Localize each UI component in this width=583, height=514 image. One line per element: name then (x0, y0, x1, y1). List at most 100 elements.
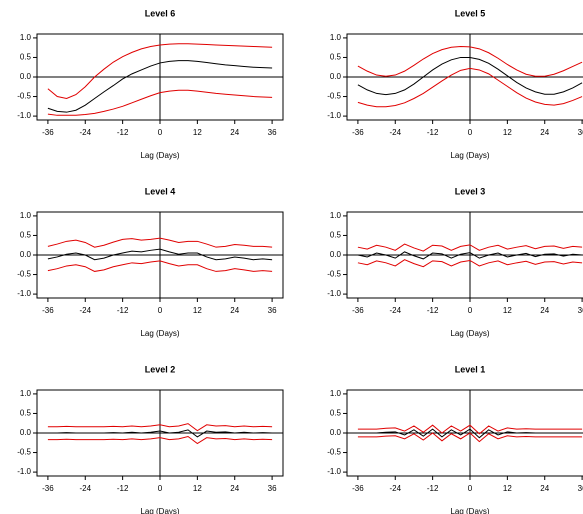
x-tick-label: 12 (503, 306, 512, 315)
y-tick-label: 0.5 (330, 409, 342, 418)
y-tick-label: -1.0 (327, 467, 341, 476)
x-tick-label: -12 (117, 306, 129, 315)
x-tick-label: 36 (578, 306, 583, 315)
y-tick-label: 0.5 (20, 409, 32, 418)
series-line (357, 67, 583, 108)
series-line (47, 429, 273, 438)
y-tick-label: 0.0 (20, 428, 32, 437)
x-tick-label: 0 (158, 306, 163, 315)
x-tick-label: 36 (268, 306, 277, 315)
x-tick-label: -12 (427, 128, 439, 137)
y-tick-label: 1.0 (330, 33, 342, 42)
x-tick-label: 0 (468, 306, 473, 315)
x-axis-label: Lag (Days) (140, 329, 179, 338)
x-tick-label: 0 (468, 484, 473, 493)
y-tick-label: 0.5 (330, 53, 342, 62)
y-tick-label: 0.0 (330, 72, 342, 81)
x-tick-label: 24 (230, 306, 239, 315)
x-tick-label: 12 (503, 128, 512, 137)
panel-title: Level 3 (455, 186, 486, 196)
y-tick-label: -1.0 (17, 467, 31, 476)
x-tick-label: 12 (193, 484, 202, 493)
y-tick-label: 0.0 (20, 250, 32, 259)
x-tick-label: 24 (230, 484, 239, 493)
x-tick-label: 12 (193, 128, 202, 137)
x-tick-label: 36 (578, 484, 583, 493)
x-tick-label: 24 (540, 484, 549, 493)
y-tick-label: 1.0 (20, 389, 32, 398)
x-tick-label: -36 (42, 128, 54, 137)
y-tick-label: -0.5 (327, 448, 341, 457)
series-line (357, 46, 583, 77)
x-tick-label: 0 (468, 128, 473, 137)
x-axis-label: Lag (Days) (450, 151, 489, 160)
panel-title: Level 1 (455, 364, 486, 374)
x-tick-label: 0 (158, 128, 163, 137)
x-tick-label: -24 (79, 128, 91, 137)
y-tick-label: -0.5 (327, 270, 341, 279)
series-line (47, 237, 273, 248)
x-tick-label: -24 (389, 484, 401, 493)
series-line (357, 432, 583, 443)
x-tick-label: 36 (268, 128, 277, 137)
x-axis-label: Lag (Days) (140, 507, 179, 514)
series-line (357, 428, 583, 439)
series-line (47, 248, 273, 261)
y-tick-label: -0.5 (17, 270, 31, 279)
x-axis-label: Lag (Days) (450, 329, 489, 338)
series-line (47, 43, 273, 100)
x-tick-label: -12 (427, 484, 439, 493)
y-tick-label: 0.0 (330, 250, 342, 259)
x-tick-label: 36 (268, 484, 277, 493)
x-tick-label: -12 (117, 484, 129, 493)
x-tick-label: -36 (352, 128, 364, 137)
x-tick-label: 24 (540, 128, 549, 137)
y-tick-label: 1.0 (20, 33, 32, 42)
y-tick-label: 0.0 (20, 72, 32, 81)
x-axis-label: Lag (Days) (140, 151, 179, 160)
x-tick-label: -24 (389, 128, 401, 137)
x-tick-label: -12 (427, 306, 439, 315)
y-tick-label: -0.5 (327, 92, 341, 101)
series-line (47, 260, 273, 272)
series-line (47, 423, 273, 432)
x-tick-label: -24 (389, 306, 401, 315)
y-tick-label: 0.5 (330, 231, 342, 240)
x-tick-label: -12 (117, 128, 129, 137)
x-tick-label: -24 (79, 484, 91, 493)
series-line (47, 60, 273, 113)
y-tick-label: 1.0 (330, 211, 342, 220)
series-line (47, 89, 273, 116)
series-line (357, 424, 583, 435)
x-tick-label: -36 (352, 306, 364, 315)
y-tick-label: -1.0 (17, 289, 31, 298)
x-tick-label: 12 (193, 306, 202, 315)
series-line (47, 435, 273, 445)
series-line (357, 243, 583, 252)
x-tick-label: 36 (578, 128, 583, 137)
panel-title: Level 5 (455, 8, 486, 18)
x-tick-label: -36 (42, 484, 54, 493)
x-tick-label: 0 (158, 484, 163, 493)
y-tick-label: 1.0 (20, 211, 32, 220)
x-tick-label: 24 (230, 128, 239, 137)
y-tick-label: 0.5 (20, 53, 32, 62)
x-axis-label: Lag (Days) (450, 507, 489, 514)
panel-title: Level 6 (145, 8, 176, 18)
y-tick-label: 1.0 (330, 389, 342, 398)
y-tick-label: 0.5 (20, 231, 32, 240)
x-tick-label: -24 (79, 306, 91, 315)
y-tick-label: 0.0 (330, 428, 342, 437)
series-line (357, 56, 583, 96)
y-tick-label: -1.0 (17, 111, 31, 120)
y-tick-label: -0.5 (17, 92, 31, 101)
x-tick-label: 12 (503, 484, 512, 493)
panel-title: Level 2 (145, 364, 176, 374)
series-line (357, 259, 583, 268)
x-tick-label: -36 (42, 306, 54, 315)
series-line (357, 251, 583, 260)
x-tick-label: 24 (540, 306, 549, 315)
y-tick-label: -0.5 (17, 448, 31, 457)
